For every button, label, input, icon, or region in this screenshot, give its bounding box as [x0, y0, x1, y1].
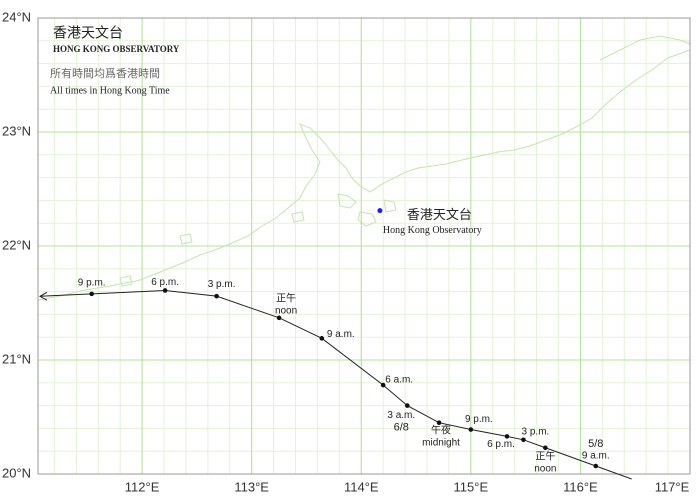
track-point: [214, 293, 219, 299]
track-label-zh: 正午: [535, 449, 555, 462]
track-time: 6 p.m.: [487, 439, 515, 450]
track-point: [89, 291, 94, 297]
track-time: 9 a.m.: [327, 329, 355, 340]
observatory-marker: [377, 208, 383, 214]
track-time: 9 p.m.: [465, 414, 493, 425]
track-point: [162, 288, 168, 293]
lon-tick-label: 113°E: [234, 479, 269, 494]
track-point: [276, 315, 282, 321]
track-point: [404, 403, 410, 408]
lat-tick-label: 21°N: [2, 351, 31, 366]
track-time: midnight: [422, 437, 460, 448]
coast: [599, 35, 691, 61]
track-point: [593, 463, 599, 469]
track-point: [380, 382, 386, 388]
lat-tick-label: 24°N: [2, 9, 31, 24]
track-time: 6 p.m.: [151, 277, 179, 288]
axis-labels: 112°E 113°E 114°E 115°E 116°E 117°E 20°N 21°N 22…: [2, 9, 690, 494]
lat-tick-label: 23°N: [2, 123, 31, 138]
track-time: 9 p.m.: [78, 278, 106, 289]
observatory-name-en: Hong Kong Observatory: [383, 225, 482, 236]
track-point: [468, 427, 474, 432]
coastline: [37, 35, 691, 301]
lon-tick-label: 112°E: [125, 479, 160, 494]
track-arrow: [38, 291, 48, 301]
track-point: [521, 437, 526, 443]
coast: [37, 49, 691, 301]
track-time: 3 p.m.: [208, 279, 236, 290]
lon-tick-label: 116°E: [563, 479, 598, 494]
time-note-en: All times in Hong Kong Time: [50, 85, 170, 96]
track-time: noon: [275, 305, 297, 316]
lat-tick-label: 20°N: [2, 465, 31, 480]
time-note-zh: 所有時間均爲香港時間: [50, 66, 160, 80]
track-point: [504, 434, 510, 439]
grid: [38, 17, 691, 475]
org-name-zh: 香港天文台: [53, 25, 123, 41]
lon-tick-label: 117°E: [655, 479, 690, 494]
track-label-zh: 午夜: [431, 423, 451, 436]
track-point: [543, 445, 548, 451]
org-name-en: HONG KONG OBSERVATORY: [53, 44, 180, 54]
track-label-zh: 正午: [276, 291, 296, 304]
lon-tick-label: 114°E: [344, 479, 379, 494]
coast: [119, 193, 397, 287]
lon-tick-label: 115°E: [454, 479, 489, 494]
track-time: 9 a.m.: [582, 451, 610, 462]
lat-tick-label: 22°N: [2, 237, 31, 252]
observatory: 香港天文台 Hong Kong Observatory: [377, 207, 482, 236]
observatory-name-zh: 香港天文台: [407, 207, 472, 222]
track-point: [319, 336, 325, 341]
track-date: 6/8: [394, 422, 409, 434]
track-time: noon: [534, 463, 556, 474]
track-date: 5/8: [588, 438, 603, 450]
track-time: 6 a.m.: [385, 375, 413, 386]
track-point: [436, 420, 442, 426]
track-time: 3 a.m.: [387, 410, 415, 421]
track-extension: [39, 293, 632, 480]
map-frame: [37, 17, 691, 475]
track-time: 3 p.m.: [522, 426, 550, 437]
